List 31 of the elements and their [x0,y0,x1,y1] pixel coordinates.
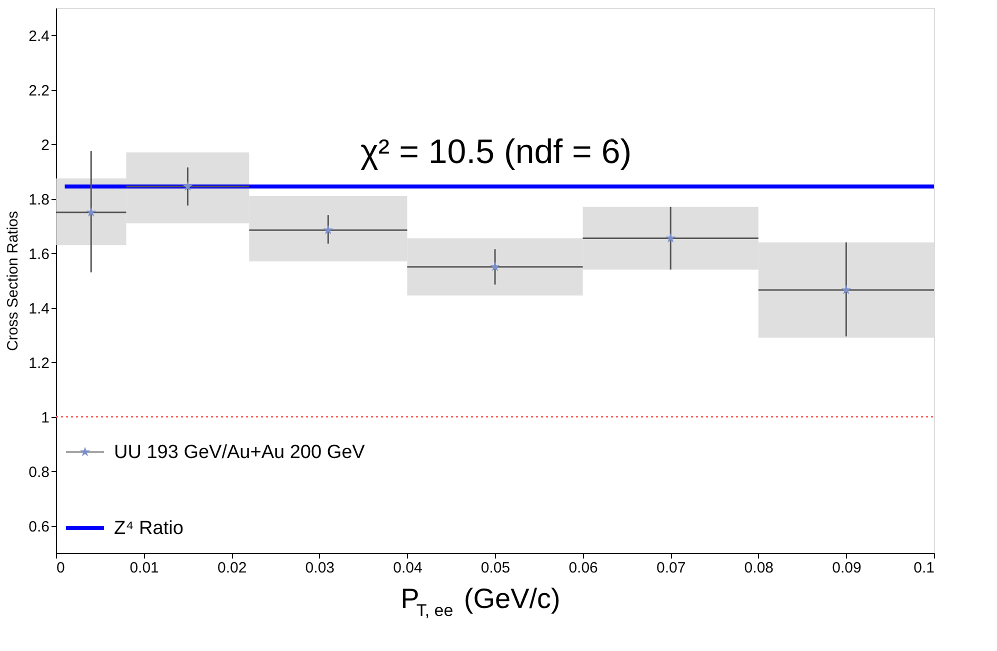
x-tick-label: 0 [56,560,65,576]
x-tick-label: 0.06 [568,560,598,576]
legend-label: Z⁴ Ratio [114,518,184,539]
y-axis-title: Cross Section Ratios [4,210,22,352]
x-tick-label: 0.08 [744,560,774,576]
y-tick-label: 2.4 [28,28,50,45]
x-tick-label: 0.07 [656,560,686,576]
y-tick-label: 0.8 [28,464,50,481]
x-tick-label: 0.09 [832,560,862,576]
point [86,207,96,217]
x-tick-label: 0.02 [218,560,247,576]
point [841,284,852,294]
y-tick-label: 1.4 [28,300,50,318]
y-tick-label: 1.8 [28,191,50,208]
x-tick-label: 0.1 [914,560,934,576]
point [182,181,193,191]
y-tick-label: 1.2 [28,354,50,372]
y-tick-label: 1.6 [28,246,50,263]
point [323,224,334,234]
y-tick-label: 2 [41,136,50,154]
legend-label: UU 193 GeV/Au+Au 200 GeV [114,442,366,463]
annotation: χ² = 10.5 (ndf = 6) [360,133,632,171]
x-tick-label: 0.01 [130,560,159,576]
x-tick-label: 0.05 [480,560,510,576]
x-tick-label: 0.03 [305,560,334,576]
y-tick-label: 0.6 [28,518,50,536]
y-tick-label: 2.2 [28,82,50,100]
y-tick-label: 1 [41,409,50,426]
x-tick-label: 0.04 [393,560,422,576]
point [666,233,676,243]
point [490,262,500,272]
